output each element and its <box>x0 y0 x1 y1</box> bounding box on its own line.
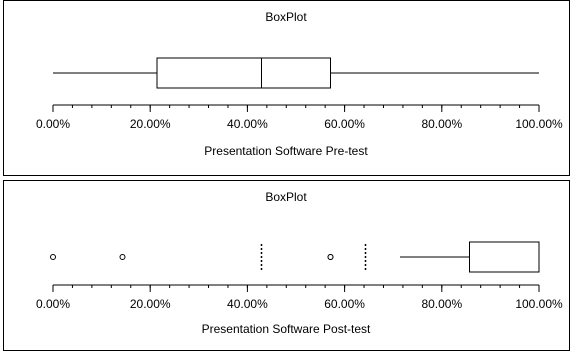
tick-label: 0.00% <box>36 297 70 311</box>
tick-label: 60.00% <box>324 117 365 131</box>
pretest-boxplot-chart: BoxPlot 0.00% 20.00% 40.00% 60.00% 80.00% 100… <box>36 10 563 158</box>
pretest-boxplot-panel: BoxPlot 0.00% 20.00% 40.00% 60.00% 80.00% 100… <box>3 0 570 176</box>
outlier-point <box>50 254 56 260</box>
tick-label: 20.00% <box>130 117 171 131</box>
tick-label: 80.00% <box>421 297 462 311</box>
outlier-point <box>327 254 334 260</box>
x-axis-label: Presentation Software Pre-test <box>204 144 368 158</box>
tick-label: 60.00% <box>324 297 365 311</box>
tick-label: 20.00% <box>130 297 171 311</box>
iqr-box <box>156 57 332 89</box>
posttest-boxplot-chart: BoxPlot 0.00% 20.00% 40.00% 60.00% 80.00% 100… <box>36 190 563 336</box>
tick-label: 40.00% <box>227 117 268 131</box>
tick-label: 100.00% <box>515 117 563 131</box>
x-axis-label: Presentation Software Post-test <box>202 322 371 336</box>
posttest-boxplot-panel: BoxPlot 0.00% 20.00% 40.00% 60.00% 80.00% 100… <box>3 180 570 351</box>
outlier-point <box>119 254 126 260</box>
tick-label: 100.00% <box>515 297 563 311</box>
iqr-box <box>469 241 540 273</box>
tick-label: 40.00% <box>227 297 268 311</box>
chart-title: BoxPlot <box>265 190 307 204</box>
tick-label: 80.00% <box>421 117 462 131</box>
chart-title: BoxPlot <box>265 10 307 24</box>
tick-label: 0.00% <box>36 117 70 131</box>
